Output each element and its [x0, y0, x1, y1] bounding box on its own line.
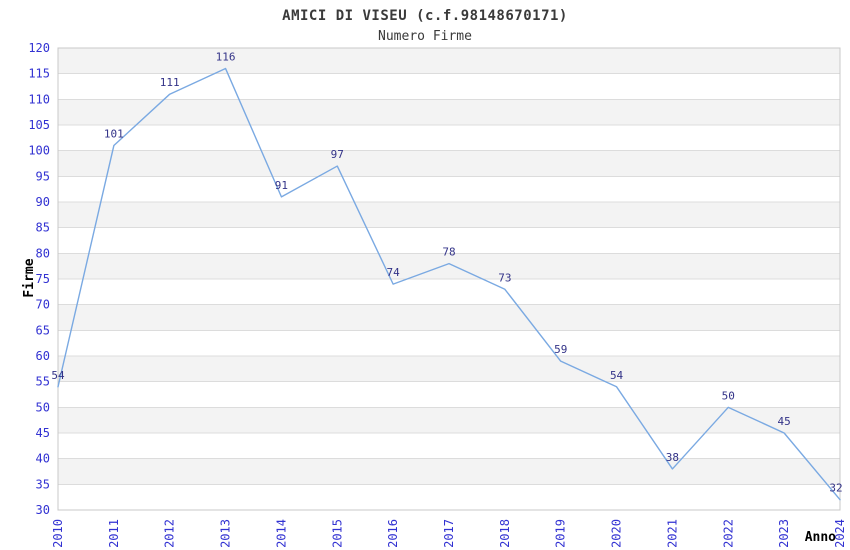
x-tick-label: 2013: [219, 519, 233, 548]
y-tick-label: 100: [28, 144, 50, 158]
data-point-label: 59: [554, 343, 567, 356]
y-tick-label: 70: [36, 298, 50, 312]
chart-line: [57, 67, 841, 501]
data-point-label: 32: [829, 482, 842, 495]
x-tick-label: 2018: [498, 519, 512, 548]
data-point-label: 54: [51, 369, 65, 382]
x-axis-title: Anno: [805, 530, 836, 545]
x-tick-label: 2022: [721, 519, 735, 548]
plot-band: [58, 356, 840, 382]
plot-border: [57, 47, 841, 511]
y-tick-label: 115: [28, 67, 50, 81]
plot-band: [58, 458, 840, 485]
y-tick-label: 75: [36, 272, 50, 286]
x-tick-label: 2021: [665, 519, 679, 548]
x-tick-label: 2011: [107, 519, 121, 548]
data-point-label: 50: [722, 389, 735, 402]
y-tick-label: 35: [36, 477, 50, 491]
y-tick-label: 90: [36, 195, 50, 209]
data-point-label: 73: [498, 271, 511, 284]
y-tick-label: 50: [36, 400, 50, 414]
data-point-label: 97: [331, 148, 344, 161]
plot-band: [58, 99, 840, 125]
y-tick-label: 80: [36, 246, 50, 260]
data-point-label: 74: [387, 266, 401, 279]
x-tick-label: 2017: [442, 519, 456, 548]
y-tick-label: 55: [36, 375, 50, 389]
y-tick-label: 110: [28, 92, 50, 106]
data-point-label: 111: [160, 76, 180, 89]
x-tick-label: 2014: [274, 519, 288, 548]
plot-band: [58, 48, 840, 74]
data-point-label: 101: [104, 128, 124, 141]
data-point-label: 78: [442, 246, 455, 259]
y-tick-label: 120: [28, 41, 50, 55]
plot-band: [58, 253, 840, 279]
plot-band: [58, 202, 840, 228]
x-tick-label: 2019: [554, 519, 568, 548]
data-point-label: 45: [778, 415, 791, 428]
data-point-label: 116: [216, 51, 236, 64]
x-tick-label: 2016: [386, 519, 400, 548]
data-point-label: 91: [275, 179, 288, 192]
y-tick-label: 30: [36, 503, 50, 517]
y-tick-label: 65: [36, 323, 50, 337]
y-tick-label: 85: [36, 221, 50, 235]
x-tick-label: 2010: [51, 519, 65, 548]
plot-area: 30 35 40 45 50 55 60 65 70 75 80 85 90 95 100 105 110 115…: [28, 41, 847, 548]
y-tick-label: 45: [36, 426, 50, 440]
plot-band: [58, 150, 840, 177]
data-point-label: 54: [610, 369, 624, 382]
chart-title: AMICI DI VISEU (c.f.98148670171): [282, 8, 568, 24]
y-tick-label: 95: [36, 169, 50, 183]
y-axis-title: Firme: [22, 258, 37, 297]
x-tick-label: 2024: [833, 519, 847, 548]
y-tick-label: 40: [36, 452, 50, 466]
data-point-label: 38: [666, 451, 679, 464]
x-tick-label: 2023: [777, 519, 791, 548]
y-tick-label: 60: [36, 349, 50, 363]
plot-band: [58, 407, 840, 433]
y-tick-label: 105: [28, 118, 50, 132]
x-tick-label: 2015: [330, 519, 344, 548]
x-tick-label: 2012: [163, 519, 177, 548]
plot-band: [58, 304, 840, 331]
x-tick-label: 2020: [610, 519, 624, 548]
chart-subtitle: Numero Firme: [378, 29, 472, 44]
